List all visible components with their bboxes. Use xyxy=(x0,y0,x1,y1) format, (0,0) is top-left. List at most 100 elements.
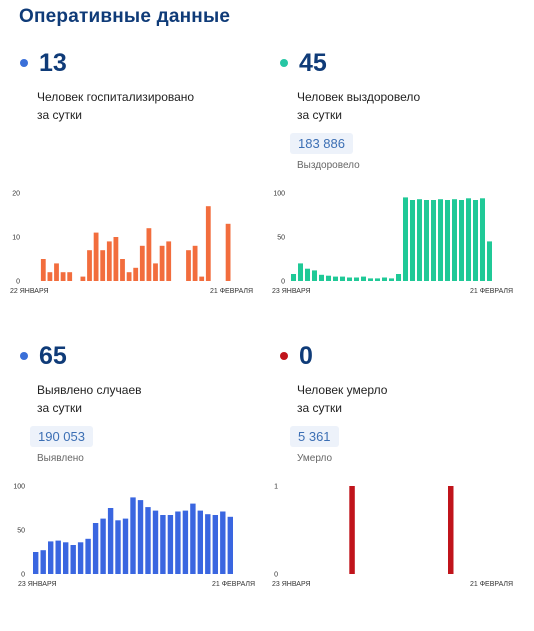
hospitalized-bar xyxy=(166,241,172,281)
recovered-x-end-label: 21 ФЕВРАЛЯ xyxy=(470,288,513,295)
recovered-bar xyxy=(403,197,408,281)
detected-bar xyxy=(107,508,114,574)
recovered-bar xyxy=(466,198,471,281)
deaths-total-label: Умерло xyxy=(297,453,333,464)
recovered-bar xyxy=(333,276,338,281)
detected-value: 65 xyxy=(39,341,67,370)
deaths-y-tick-label: 1 xyxy=(274,484,278,491)
detected-bar xyxy=(167,515,174,574)
hospitalized-value: 13 xyxy=(39,48,67,77)
detected-bar xyxy=(48,541,54,574)
detected-bar xyxy=(145,507,151,574)
hospitalized-desc-line2: за сутки xyxy=(37,108,82,122)
deaths-value: 0 xyxy=(299,341,313,370)
detected-total-badge: 190 053 xyxy=(30,426,93,447)
detected-bar xyxy=(152,510,159,574)
deaths-bar-chart: 0 1 23 ЯНВАРЯ 21 ФЕВРАЛЯ xyxy=(272,484,513,589)
deaths-description: Человек умерло за сутки xyxy=(297,381,387,417)
detected-bar xyxy=(77,542,84,574)
deaths-x-end-label: 21 ФЕВРАЛЯ xyxy=(470,581,513,588)
detected-bar xyxy=(85,538,91,574)
hospitalized-bar xyxy=(80,276,86,281)
recovered-y-tick-label: 0 xyxy=(281,279,285,286)
detected-value-row: 65 xyxy=(20,341,67,371)
deaths-y-tick-label: 0 xyxy=(274,572,278,579)
detected-bar xyxy=(33,552,39,574)
detected-dot-icon xyxy=(20,352,28,360)
recovered-value-row: 45 xyxy=(280,48,327,78)
recovered-bar xyxy=(389,278,394,281)
detected-x-end-label: 21 ФЕВРАЛЯ xyxy=(212,581,255,588)
detected-y-tick-label: 100 xyxy=(13,484,25,491)
hospitalized-bar xyxy=(100,250,106,281)
detected-description: Выявлено случаев за сутки xyxy=(37,381,142,417)
hospitalized-y-tick-label: 10 xyxy=(12,235,20,242)
detected-bar xyxy=(40,550,46,574)
page-title: Оперативные данные xyxy=(19,6,231,27)
recovered-dot-icon xyxy=(280,59,288,67)
deaths-bar xyxy=(448,486,454,574)
detected-bar xyxy=(137,500,144,574)
recovered-bar xyxy=(298,263,303,281)
hospitalized-bar xyxy=(133,267,139,281)
hospitalized-bar xyxy=(113,237,119,281)
detected-x-start-label: 23 ЯНВАРЯ xyxy=(18,581,57,588)
recovered-bar xyxy=(438,199,443,281)
hospitalized-bar-chart: 0 10 20 22 ЯНВАРЯ 21 ФЕВРАЛЯ xyxy=(10,191,253,296)
recovered-bar xyxy=(305,268,310,281)
detected-bar xyxy=(92,523,99,574)
recovered-value: 45 xyxy=(299,48,327,77)
detected-bar xyxy=(205,514,211,574)
hospitalized-bar xyxy=(60,272,66,281)
detected-desc-line2: за сутки xyxy=(37,401,82,415)
detected-bar xyxy=(160,515,166,574)
recovered-bar xyxy=(347,277,352,281)
recovered-bar xyxy=(382,277,387,281)
recovered-total-badge: 183 886 xyxy=(290,133,353,154)
detected-bar xyxy=(130,497,136,574)
hospitalized-bar xyxy=(186,250,191,281)
deaths-desc-line1: Человек умерло xyxy=(297,383,388,397)
recovered-bar xyxy=(431,200,436,281)
hospitalized-bar xyxy=(159,245,165,281)
hospitalized-bar xyxy=(93,232,99,281)
detected-bar xyxy=(175,511,181,574)
detected-bar xyxy=(122,518,129,574)
detected-bar xyxy=(190,503,196,574)
hospitalized-value-row: 13 xyxy=(20,48,67,78)
hospitalized-bar xyxy=(120,259,125,281)
detected-bar xyxy=(100,518,106,574)
recovered-bar xyxy=(368,278,373,281)
deaths-value-row: 0 xyxy=(280,341,313,371)
deaths-total-badge: 5 361 xyxy=(290,426,339,447)
detected-bar xyxy=(55,540,61,574)
deaths-dot-icon xyxy=(280,352,288,360)
recovered-bar xyxy=(291,274,296,281)
recovered-desc-line1: Человек выздоровело xyxy=(297,90,421,104)
deaths-bar xyxy=(349,486,355,574)
recovered-bar-chart: 0 50 100 23 ЯНВАРЯ 21 ФЕВРАЛЯ xyxy=(272,191,513,296)
detected-bar xyxy=(70,545,76,574)
recovered-bar xyxy=(396,274,401,281)
deaths-panel: 0 Человек умерло за сутки 5 361 Умерло xyxy=(280,341,530,631)
hospitalized-bar xyxy=(40,259,46,281)
detected-y-tick-label: 0 xyxy=(21,572,25,579)
detected-bar xyxy=(220,511,226,574)
hospitalized-bar xyxy=(67,272,73,281)
hospitalized-bar xyxy=(126,272,132,281)
recovered-bar xyxy=(487,241,492,281)
hospitalized-desc-line1: Человек госпитализировано xyxy=(37,90,195,104)
detected-bar xyxy=(63,542,69,574)
detected-y-tick-label: 50 xyxy=(17,528,25,535)
hospitalized-bar xyxy=(153,263,158,281)
recovered-bar xyxy=(312,270,317,281)
hospitalized-y-tick-label: 20 xyxy=(12,191,20,198)
detected-bar-chart: 0 50 100 23 ЯНВАРЯ 21 ФЕВРАЛЯ xyxy=(13,484,255,589)
recovered-bar xyxy=(354,277,359,281)
detected-bar xyxy=(115,520,121,574)
hospitalized-panel: 13 Человек госпитализировано за сутки xyxy=(20,48,270,338)
recovered-y-tick-label: 100 xyxy=(273,191,285,198)
recovered-y-tick-label: 50 xyxy=(277,235,285,242)
hospitalized-bar xyxy=(47,272,53,281)
recovered-bar xyxy=(417,199,422,281)
